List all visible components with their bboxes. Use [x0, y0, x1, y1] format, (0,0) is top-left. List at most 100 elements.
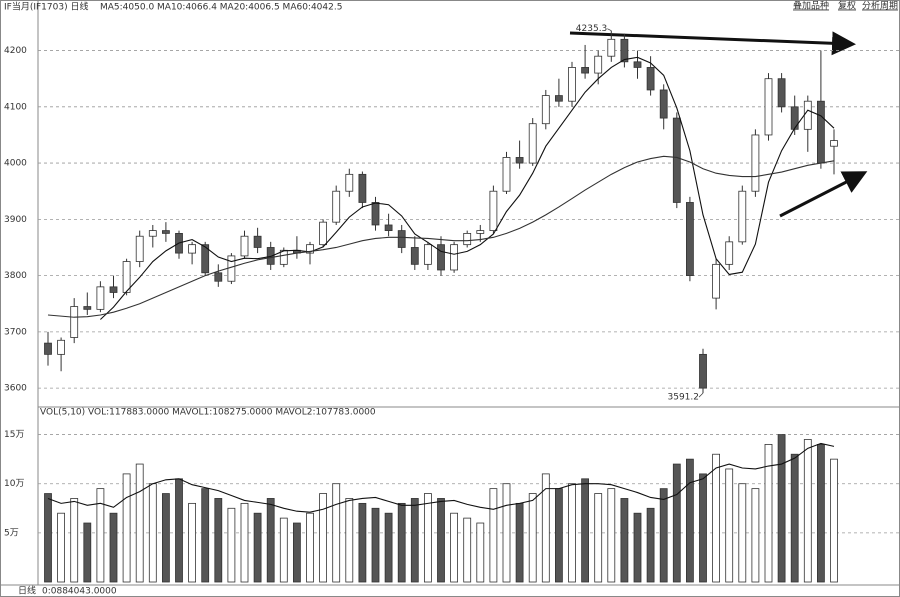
candle-body	[410, 247, 419, 265]
volume-bar	[423, 493, 432, 583]
candle-body	[489, 190, 498, 231]
y-tick-label: 4000	[4, 159, 27, 169]
volume-bar	[502, 483, 511, 583]
candle-body	[83, 306, 92, 310]
candle-body	[476, 230, 485, 234]
candle-body	[122, 261, 131, 293]
candle-body	[790, 106, 799, 130]
volume-bar	[751, 488, 760, 583]
candle-body	[633, 61, 642, 68]
candle-body	[214, 272, 223, 282]
volume-bar	[70, 498, 79, 583]
volume-bar	[175, 478, 183, 583]
volume-bar	[659, 488, 668, 583]
volume-bar	[201, 488, 210, 583]
candle-body	[253, 235, 262, 248]
y-tick-label: 3700	[4, 327, 27, 337]
volume-bar	[777, 434, 786, 583]
volume-bar	[738, 483, 747, 583]
period-label: 日线	[18, 585, 36, 597]
y-tick-label: 3600	[4, 384, 27, 394]
candle-body	[201, 244, 210, 274]
volume-bar	[397, 502, 406, 583]
volume-bar	[345, 498, 354, 583]
chart-title: IF当月(IF1703) 日线	[4, 1, 88, 13]
volume-bar	[476, 522, 485, 583]
volume-bar	[633, 512, 642, 583]
volume-bar	[830, 458, 838, 583]
volume-bar	[279, 517, 288, 583]
candle-body	[515, 157, 524, 164]
volume-bar	[463, 517, 472, 583]
candle-body	[319, 221, 328, 246]
candle-body	[751, 134, 760, 192]
candle-body	[528, 123, 537, 164]
volume-bar	[214, 498, 223, 583]
candle-body	[188, 244, 197, 254]
volume-bar	[109, 512, 118, 583]
candle-body	[686, 202, 694, 277]
candle-body	[764, 78, 773, 136]
volume-bar	[148, 483, 157, 583]
volume-bar	[135, 463, 144, 583]
y-tick-label: 15万	[4, 430, 24, 440]
volume-bar	[699, 473, 707, 583]
price-annotation: 4235.3	[576, 24, 608, 34]
y-tick-label: 4200	[4, 46, 27, 56]
candle-body	[279, 249, 288, 265]
volume-title: VOL(5,10) VOL:117883.0000 MAVOL1:108275.…	[40, 408, 376, 418]
volume-bar	[332, 483, 341, 583]
candle-body	[738, 190, 747, 243]
volume-bar	[646, 507, 655, 583]
candle-body	[345, 173, 354, 192]
candle-body	[423, 244, 432, 265]
candle-body	[646, 67, 655, 91]
candle-body	[358, 173, 367, 203]
annotation-leader	[607, 28, 612, 32]
candle-body	[240, 235, 249, 257]
volume-bar	[292, 522, 301, 583]
toolbar-button[interactable]: 复权	[838, 0, 856, 12]
volume-bar	[541, 473, 550, 583]
candle-body	[332, 190, 341, 223]
candle-body	[437, 244, 445, 271]
candle-body	[397, 230, 406, 248]
volume-bar	[410, 498, 419, 583]
volume-bar	[672, 463, 681, 583]
volume-bar	[581, 478, 589, 583]
volume-bar	[319, 493, 328, 583]
toolbar-button[interactable]: 分析周期	[862, 0, 898, 12]
volume-bar	[568, 483, 576, 583]
price-annotation: 3591.2	[668, 393, 700, 403]
candle-body	[672, 117, 681, 203]
candle-body	[44, 342, 52, 355]
candle-body	[227, 255, 236, 282]
volume-bar	[803, 439, 812, 583]
volume-bar	[607, 488, 616, 583]
y-tick-label: 4100	[4, 102, 27, 112]
candle-body	[371, 202, 380, 226]
candle-body	[135, 235, 144, 262]
candle-body	[620, 38, 629, 63]
y-tick-label: 3900	[4, 215, 27, 225]
volume-bar	[227, 507, 236, 583]
candle-body	[699, 353, 707, 389]
volume-bar	[306, 512, 314, 583]
candle-body	[70, 306, 79, 338]
candle-body	[725, 241, 734, 265]
volume-bar	[764, 443, 773, 583]
y-tick-label: 10万	[4, 479, 24, 489]
volume-bar	[57, 512, 65, 583]
volume-bar	[450, 512, 459, 583]
volume-bar	[620, 498, 629, 583]
moving-average	[47, 155, 835, 318]
trend-arrow	[569, 31, 856, 56]
volume-bar	[437, 498, 445, 583]
candle-body	[148, 230, 157, 237]
toolbar-button[interactable]: 叠加品种	[793, 0, 829, 12]
volume-bar	[528, 493, 537, 583]
candle-body	[306, 244, 314, 254]
candle-body	[777, 78, 786, 108]
volume-bar	[555, 488, 563, 583]
